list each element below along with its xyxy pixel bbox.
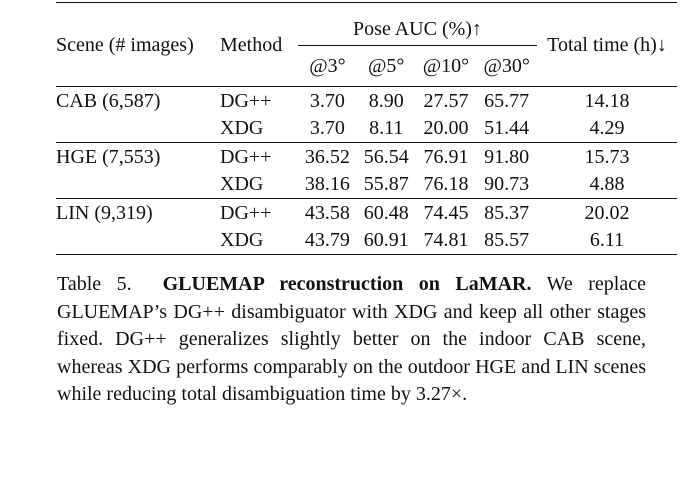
caption-body: We replace GLUEMAP’s DG++ disambiguator … [57, 273, 646, 405]
header-total-time: Total time (h)↓ [537, 2, 677, 87]
auc-3: 43.79 [298, 226, 357, 255]
auc-3: 3.70 [298, 86, 357, 115]
auc-30: 85.57 [476, 226, 537, 255]
total-time: 6.11 [537, 226, 677, 255]
header-pose-auc: Pose AUC (%)↑ [298, 2, 537, 46]
header-method: Method [220, 2, 298, 87]
auc-10: 76.18 [423, 173, 469, 196]
header-threshold-10: @10° [422, 55, 470, 77]
table-caption: Table 5. GLUEMAP reconstruction on LaMAR… [57, 271, 646, 409]
auc-3: 3.70 [309, 117, 345, 140]
scene-spacer [56, 115, 220, 143]
table-row: XDG 43.79 60.91 74.81 85.57 6.11 [56, 226, 677, 255]
auc-5: 8.90 [356, 86, 416, 115]
scene-label: LIN (9,319) [56, 198, 220, 227]
results-table-container: Scene (# images) Method Pose AUC (%)↑ To… [56, 2, 677, 255]
auc-30: 91.80 [476, 142, 537, 171]
method-label: XDG [220, 117, 264, 140]
auc-10: 74.81 [415, 226, 477, 255]
auc-5: 8.11 [369, 117, 404, 140]
header-row-1: Scene (# images) Method Pose AUC (%)↑ To… [56, 2, 677, 87]
header-row-2: @3° @5° @10° @30° [56, 46, 677, 87]
auc-30: 51.44 [484, 117, 530, 140]
method-label: XDG [220, 173, 264, 196]
auc-10: 74.45 [415, 198, 477, 227]
header-threshold-5: @5° [368, 55, 405, 77]
auc-5: 60.91 [356, 226, 416, 255]
method-label: DG++ [220, 198, 298, 227]
auc-30: 90.73 [484, 173, 530, 196]
total-time: 14.18 [537, 86, 677, 115]
total-time: 20.02 [537, 198, 677, 227]
auc-30: 85.37 [476, 198, 537, 227]
header-threshold-30: @30° [483, 55, 530, 77]
scene-label: HGE (7,553) [56, 142, 220, 171]
header-scene: Scene (# images) [56, 2, 220, 87]
scene-spacer [56, 226, 220, 255]
method-label: XDG [220, 226, 298, 255]
scene-spacer [56, 171, 220, 199]
table-row: LIN (9,319) DG++ 43.58 60.48 74.45 85.37… [56, 198, 677, 227]
header-threshold-3: @3° [309, 55, 346, 77]
auc-3: 38.16 [304, 173, 350, 196]
method-label: DG++ [220, 142, 298, 171]
total-time: 4.88 [589, 173, 625, 196]
total-time: 15.73 [537, 142, 677, 171]
auc-3: 36.52 [298, 142, 357, 171]
table-row: XDG 38.16 55.87 76.18 90.73 4.88 [56, 171, 677, 199]
auc-3: 43.58 [298, 198, 357, 227]
auc-10: 76.91 [415, 142, 477, 171]
table-row: XDG 3.70 8.11 20.00 51.44 4.29 [56, 115, 677, 143]
auc-10: 20.00 [423, 117, 469, 140]
auc-10: 27.57 [415, 86, 477, 115]
table-row: HGE (7,553) DG++ 36.52 56.54 76.91 91.80… [56, 142, 677, 171]
caption-label: Table 5. [57, 273, 132, 295]
auc-5: 60.48 [356, 198, 416, 227]
table-row: CAB (6,587) DG++ 3.70 8.90 27.57 65.77 1… [56, 86, 677, 115]
auc-5: 56.54 [356, 142, 416, 171]
caption-title: GLUEMAP reconstruction on LaMAR. [162, 273, 532, 295]
auc-5: 55.87 [363, 173, 409, 196]
total-time: 4.29 [589, 117, 625, 140]
results-table: Scene (# images) Method Pose AUC (%)↑ To… [56, 2, 677, 255]
scene-label: CAB (6,587) [56, 86, 220, 115]
method-label: DG++ [220, 86, 298, 115]
auc-30: 65.77 [476, 86, 537, 115]
